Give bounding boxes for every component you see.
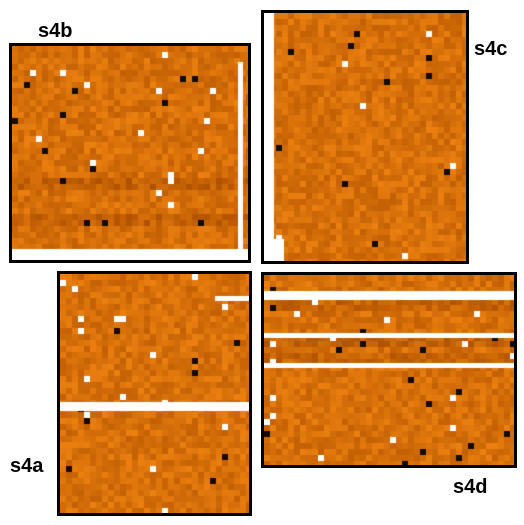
panel-label-s4a: s4a [10,455,44,477]
heatmap-canvas-s4a [60,274,249,513]
heatmap-panel-s4b [9,43,251,263]
panel-label-s4b: s4b [38,20,73,42]
heatmap-panel-s4a [57,271,252,516]
heatmap-canvas-s4c [264,13,466,261]
panel-label-s4d: s4d [453,476,488,498]
heatmap-canvas-s4b [12,46,248,260]
panel-label-s4c: s4c [474,38,508,60]
heatmap-panel-s4c [261,10,469,264]
heatmap-panel-s4d [261,272,517,468]
heatmap-canvas-s4d [264,275,514,465]
